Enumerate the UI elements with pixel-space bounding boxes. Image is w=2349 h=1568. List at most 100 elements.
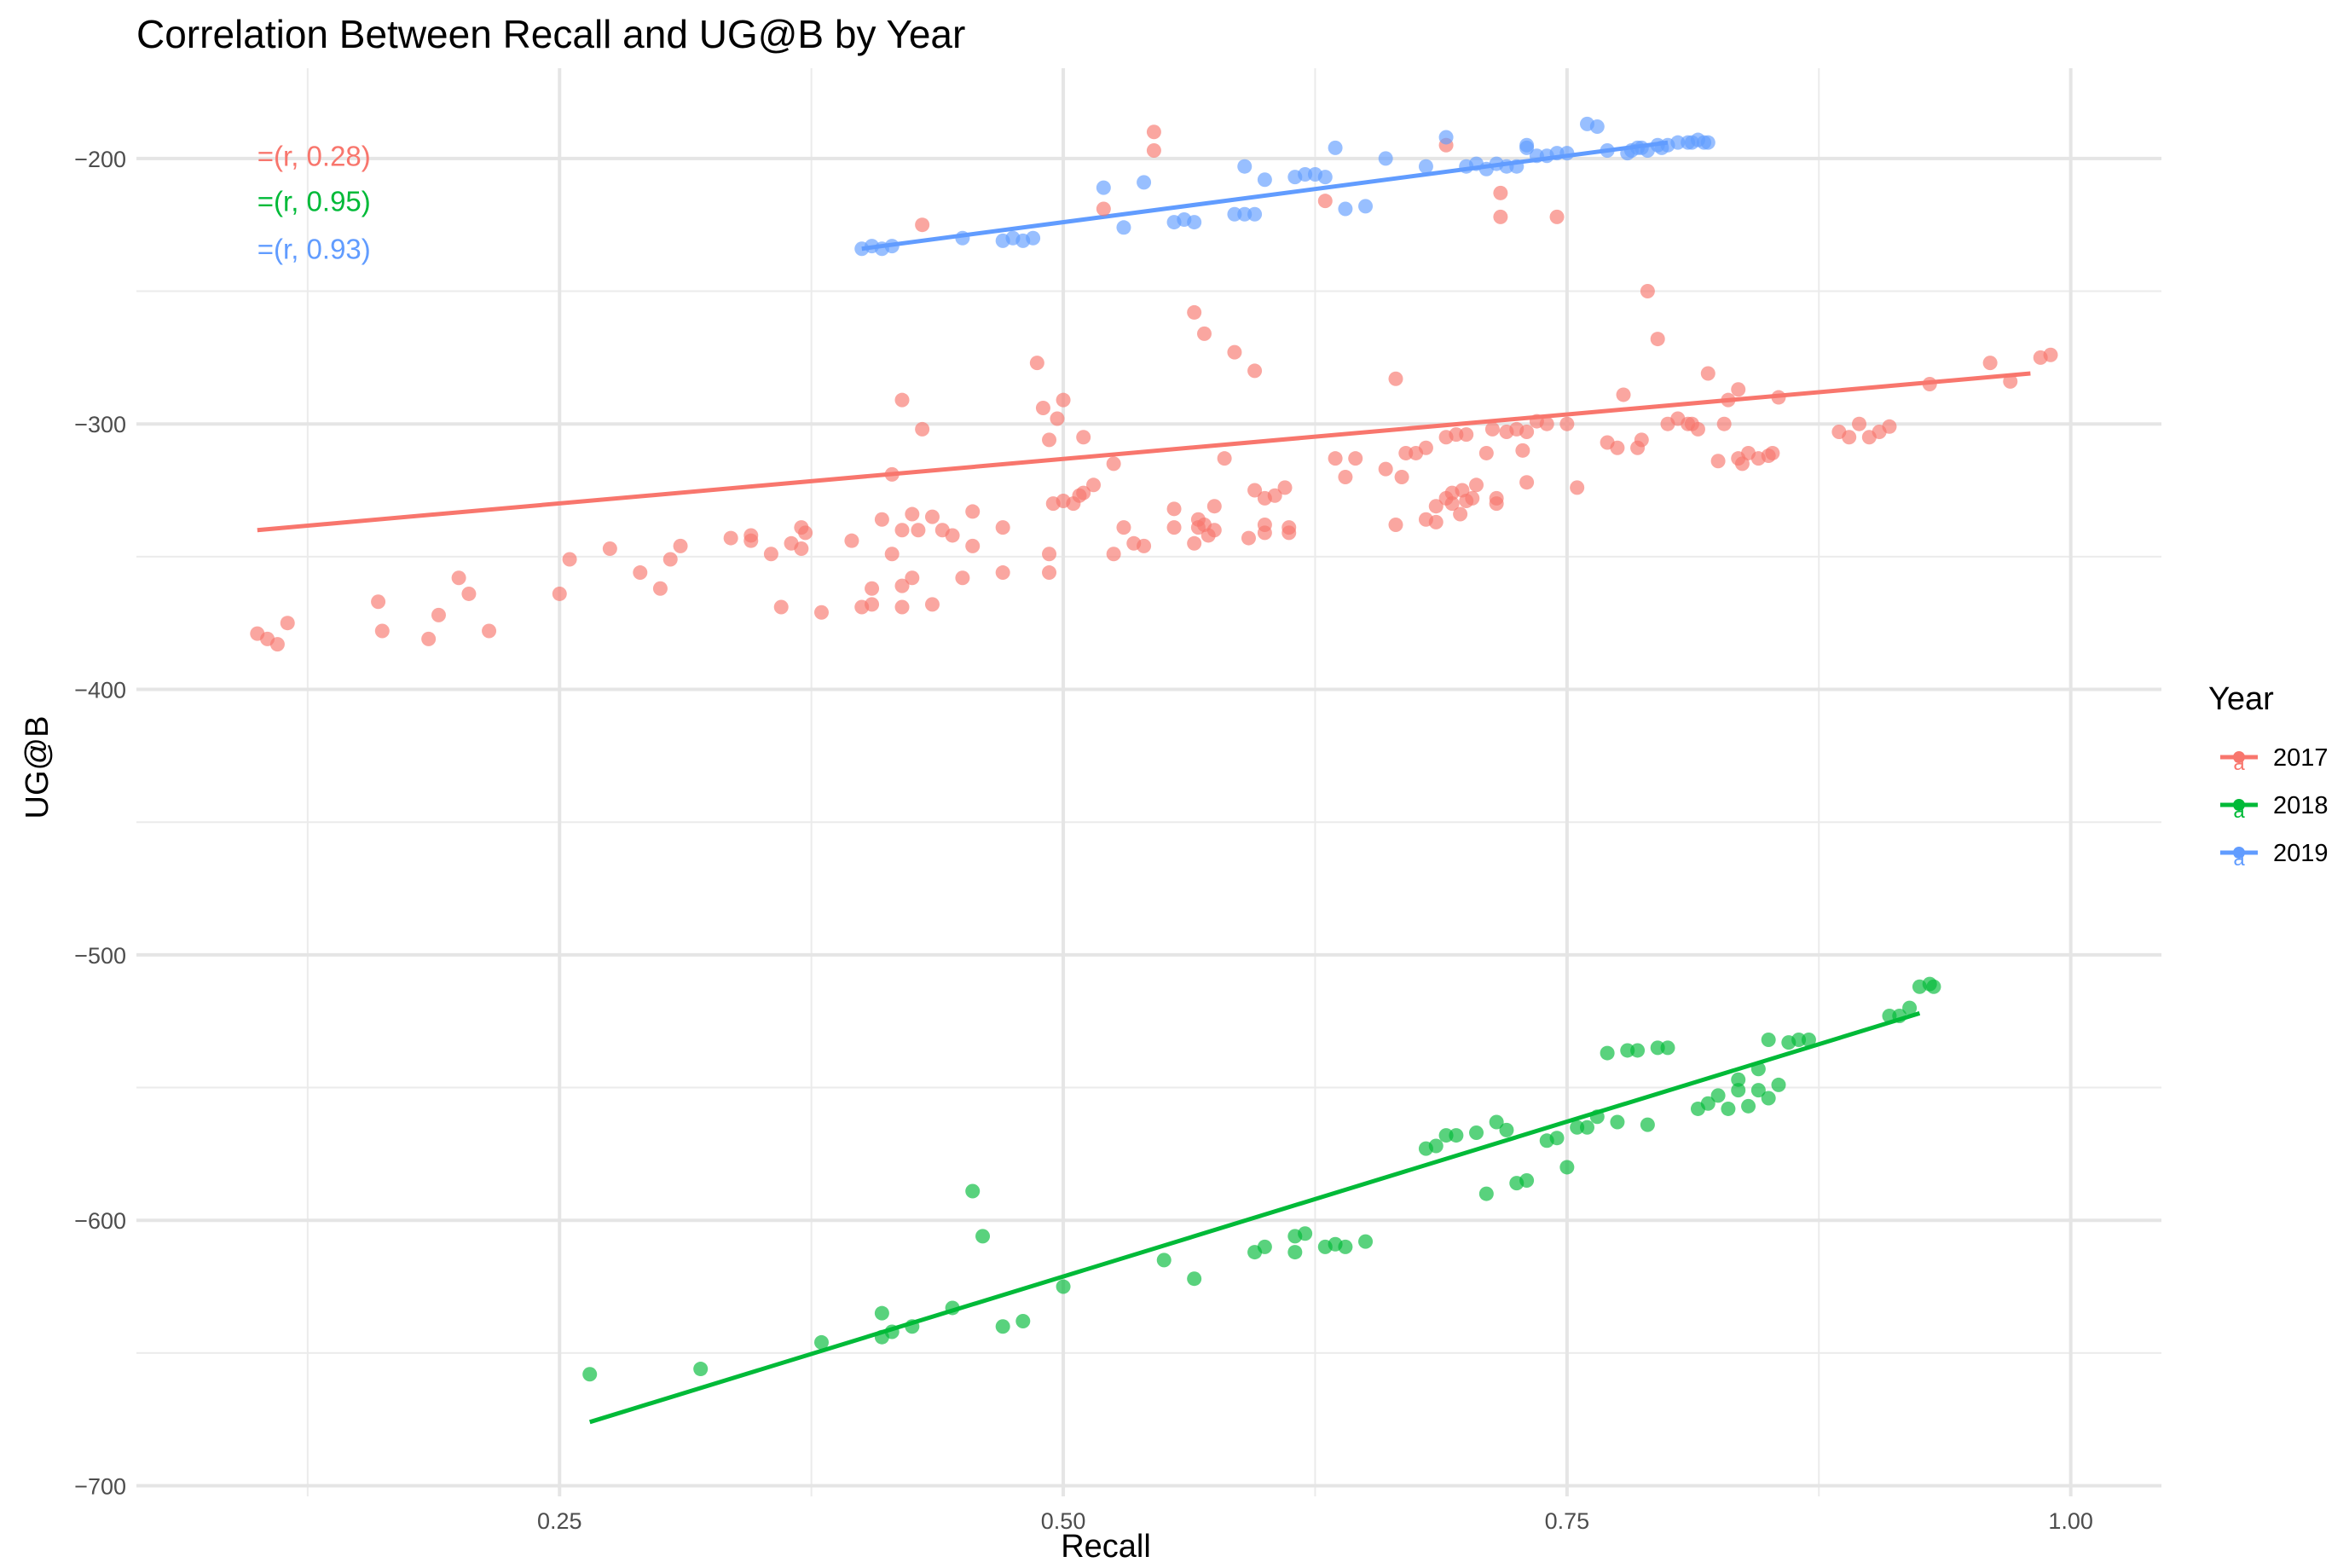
data-point-2018 — [1801, 1032, 1816, 1047]
y-tick-label: −400 — [74, 678, 126, 703]
data-point-2018 — [884, 1324, 900, 1339]
data-point-2017 — [1338, 469, 1353, 484]
data-point-2017 — [955, 570, 970, 586]
data-point-2018 — [582, 1367, 598, 1382]
data-point-2017 — [1650, 332, 1665, 347]
data-point-2018 — [1257, 1239, 1272, 1254]
data-point-2018 — [1630, 1043, 1646, 1058]
data-point-2019 — [1559, 146, 1575, 161]
legend-title: Year — [2208, 681, 2274, 717]
legend-key-2017: a — [2220, 751, 2258, 775]
data-point-2017 — [924, 597, 940, 612]
data-point-2017 — [1539, 416, 1554, 431]
data-point-2017 — [1035, 401, 1050, 416]
data-point-2017 — [2043, 347, 2058, 362]
data-point-2018 — [995, 1319, 1010, 1334]
data-point-2017 — [280, 616, 295, 631]
data-point-2017 — [1328, 451, 1343, 466]
data-point-2019 — [1519, 140, 1535, 155]
data-point-2017 — [884, 466, 900, 482]
data-point-2019 — [1227, 206, 1242, 222]
data-point-2019 — [1317, 170, 1333, 185]
data-point-2017 — [1227, 344, 1242, 360]
data-point-2018 — [1700, 1096, 1715, 1111]
data-point-2017 — [1549, 209, 1565, 224]
data-point-2017 — [905, 570, 920, 586]
data-point-2018 — [1710, 1088, 1726, 1103]
data-point-2017 — [1394, 469, 1409, 484]
data-point-2017 — [798, 525, 813, 541]
data-point-2019 — [1237, 159, 1253, 174]
data-point-2017 — [1187, 304, 1202, 320]
data-point-2017 — [924, 509, 940, 524]
data-point-2018 — [1882, 1008, 1897, 1023]
data-point-2017 — [874, 512, 889, 527]
data-point-2017 — [2003, 373, 2018, 389]
data-point-2017 — [1267, 488, 1282, 503]
data-point-2017 — [1842, 430, 1857, 445]
data-point-2017 — [1690, 421, 1705, 437]
data-point-2017 — [1187, 535, 1202, 551]
data-point-2018 — [1519, 1173, 1535, 1189]
data-point-2017 — [844, 533, 859, 548]
data-point-2017 — [1982, 356, 1998, 371]
data-point-2018 — [975, 1229, 991, 1244]
data-point-2017 — [1388, 518, 1403, 533]
data-point-2019 — [884, 239, 900, 254]
legend-key-point — [2233, 751, 2245, 763]
data-point-2017 — [1257, 525, 1272, 541]
data-point-2018 — [905, 1319, 920, 1334]
data-point-2019 — [1418, 159, 1433, 174]
data-point-2018 — [1056, 1279, 1071, 1294]
data-point-2018 — [1926, 979, 1941, 994]
data-point-2019 — [1116, 220, 1131, 235]
data-point-2017 — [794, 541, 809, 557]
data-point-2017 — [894, 392, 910, 408]
correlation-annotation: =(r, 0.93) — [257, 234, 371, 265]
data-point-2017 — [965, 538, 981, 553]
data-point-2017 — [865, 597, 880, 612]
data-point-2018 — [1640, 1117, 1655, 1132]
y-tick-label: −200 — [74, 147, 126, 172]
data-point-2017 — [915, 217, 930, 233]
data-point-2017 — [995, 565, 1010, 581]
data-point-2017 — [1716, 416, 1732, 431]
trend-line-2018 — [588, 1010, 1921, 1425]
data-point-2018 — [1620, 1043, 1635, 1058]
data-point-2018 — [945, 1300, 960, 1316]
annotation-layer: =(r, 0.28) =(r, 0.95) =(r, 0.93) — [257, 141, 371, 265]
legend-key-2018: a — [2220, 799, 2258, 823]
x-tick-label: 1.00 — [2048, 1508, 2093, 1534]
data-point-2017 — [1217, 451, 1232, 466]
data-point-2019 — [1378, 151, 1393, 166]
data-point-2017 — [1146, 143, 1161, 159]
data-point-2019 — [1298, 167, 1313, 182]
data-point-2017 — [1559, 416, 1575, 431]
data-point-2017 — [1146, 124, 1161, 140]
data-point-2018 — [1156, 1253, 1172, 1268]
data-point-2018 — [693, 1362, 709, 1377]
data-point-2019 — [1670, 135, 1686, 150]
data-point-2017 — [1771, 390, 1786, 405]
data-point-2017 — [1570, 480, 1585, 495]
legend: Year a 2017 a 2018 a 2019 — [2208, 681, 2329, 871]
data-point-2017 — [1449, 427, 1464, 443]
data-point-2019 — [1137, 175, 1152, 190]
data-point-2017 — [911, 523, 926, 538]
data-point-2018 — [1750, 1062, 1766, 1077]
data-point-2018 — [1478, 1186, 1494, 1201]
data-point-2017 — [1206, 523, 1222, 538]
legend-key-glyph: a — [2233, 752, 2245, 775]
data-point-2018 — [1721, 1101, 1736, 1116]
data-point-2017 — [1042, 547, 1057, 562]
data-point-2017 — [1116, 520, 1131, 535]
data-point-2017 — [743, 533, 759, 548]
data-point-2017 — [371, 594, 386, 610]
data-point-2017 — [1882, 419, 1897, 434]
data-point-2018 — [1187, 1271, 1202, 1287]
data-point-2017 — [1076, 430, 1091, 445]
data-point-2017 — [1616, 387, 1631, 402]
data-point-2018 — [1559, 1160, 1575, 1175]
